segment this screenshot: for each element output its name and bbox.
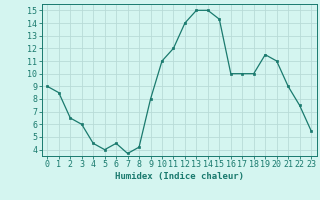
X-axis label: Humidex (Indice chaleur): Humidex (Indice chaleur) xyxy=(115,172,244,181)
